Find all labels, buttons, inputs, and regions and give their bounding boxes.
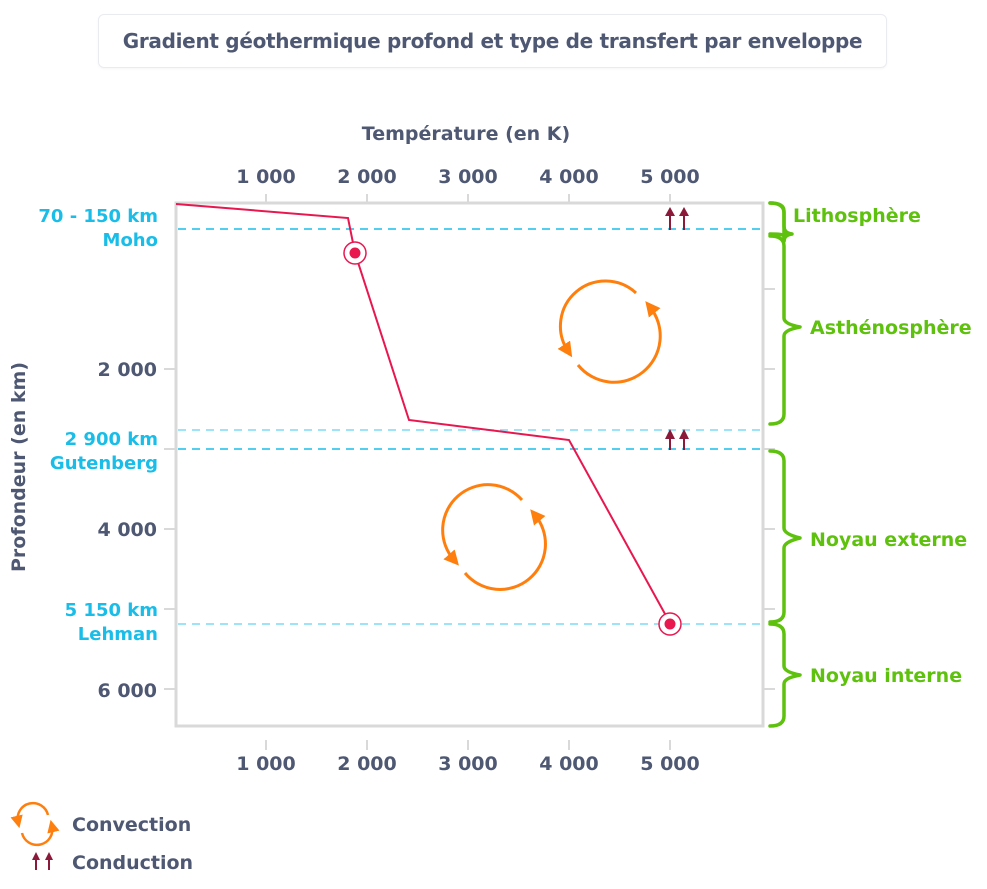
y-axis-title: Profondeur (en km) [8, 362, 30, 572]
lehman-name: Lehman [78, 624, 158, 645]
discontinuity-labels: 70 - 150 km Moho 2 900 km Gutenberg 5 15… [38, 206, 158, 645]
y-tick-4000: 4 000 [98, 519, 158, 541]
x-tick-bottom-2000: 2 000 [337, 753, 397, 775]
convection-icon [557, 279, 662, 384]
geotherm-curve [175, 203, 671, 624]
gutenberg-name: Gutenberg [50, 453, 158, 474]
x-tick-bottom-1000: 1 000 [236, 753, 296, 775]
x-tick-top-4000: 4 000 [539, 166, 599, 188]
x-tick-top-2000: 2 000 [337, 166, 397, 188]
discontinuity-lines [178, 228, 761, 625]
x-axis-bottom-ticks: 1 000 2 000 3 000 4 000 5 000 [236, 740, 700, 775]
convection-icon [441, 483, 547, 591]
legend-conduction-label: Conduction [72, 852, 193, 874]
conduction-icon [665, 207, 689, 230]
legend: Convection Conduction [10, 801, 193, 874]
x-tick-bottom-4000: 4 000 [539, 753, 599, 775]
x-axis-title: Température (en K) [362, 123, 570, 145]
layer-label-outer-core: Noyau externe [810, 529, 967, 551]
y-tick-2000: 2 000 [98, 359, 158, 381]
legend-conduction-icon [32, 852, 53, 870]
brace-inner-core [768, 622, 802, 728]
lehman-depth: 5 150 km [65, 600, 158, 621]
curve-marker-moho [343, 241, 367, 265]
plot-frame [174, 201, 765, 728]
legend-convection-icon [10, 801, 60, 847]
curve-marker-lehman [658, 612, 682, 636]
moho-name: Moho [103, 230, 158, 251]
layer-braces [768, 201, 802, 728]
y-tick-6000: 6 000 [98, 680, 158, 702]
y-axis-ticks [164, 288, 775, 690]
title-box: Gradient géothermique profond et type de… [98, 14, 887, 68]
legend-convection-label: Convection [72, 814, 191, 836]
brace-asthenosphere [768, 234, 802, 426]
moho-depth: 70 - 150 km [38, 206, 158, 227]
x-tick-top-3000: 3 000 [438, 166, 498, 188]
gutenberg-depth: 2 900 km [65, 429, 158, 450]
layer-label-asthenosphere: Asthénosphère [810, 317, 972, 339]
x-tick-bottom-3000: 3 000 [438, 753, 498, 775]
x-tick-bottom-5000: 5 000 [640, 753, 700, 775]
conduction-icon [665, 429, 689, 450]
brace-outer-core [768, 449, 802, 624]
layer-label-lithosphere: Lithosphère [793, 205, 921, 227]
x-tick-top-1000: 1 000 [236, 166, 296, 188]
chart-title: Gradient géothermique profond et type de… [122, 29, 863, 53]
x-axis-top-ticks: 1 000 2 000 3 000 4 000 5 000 [236, 166, 700, 203]
x-tick-top-5000: 5 000 [640, 166, 700, 188]
layer-label-inner-core: Noyau interne [810, 665, 962, 687]
